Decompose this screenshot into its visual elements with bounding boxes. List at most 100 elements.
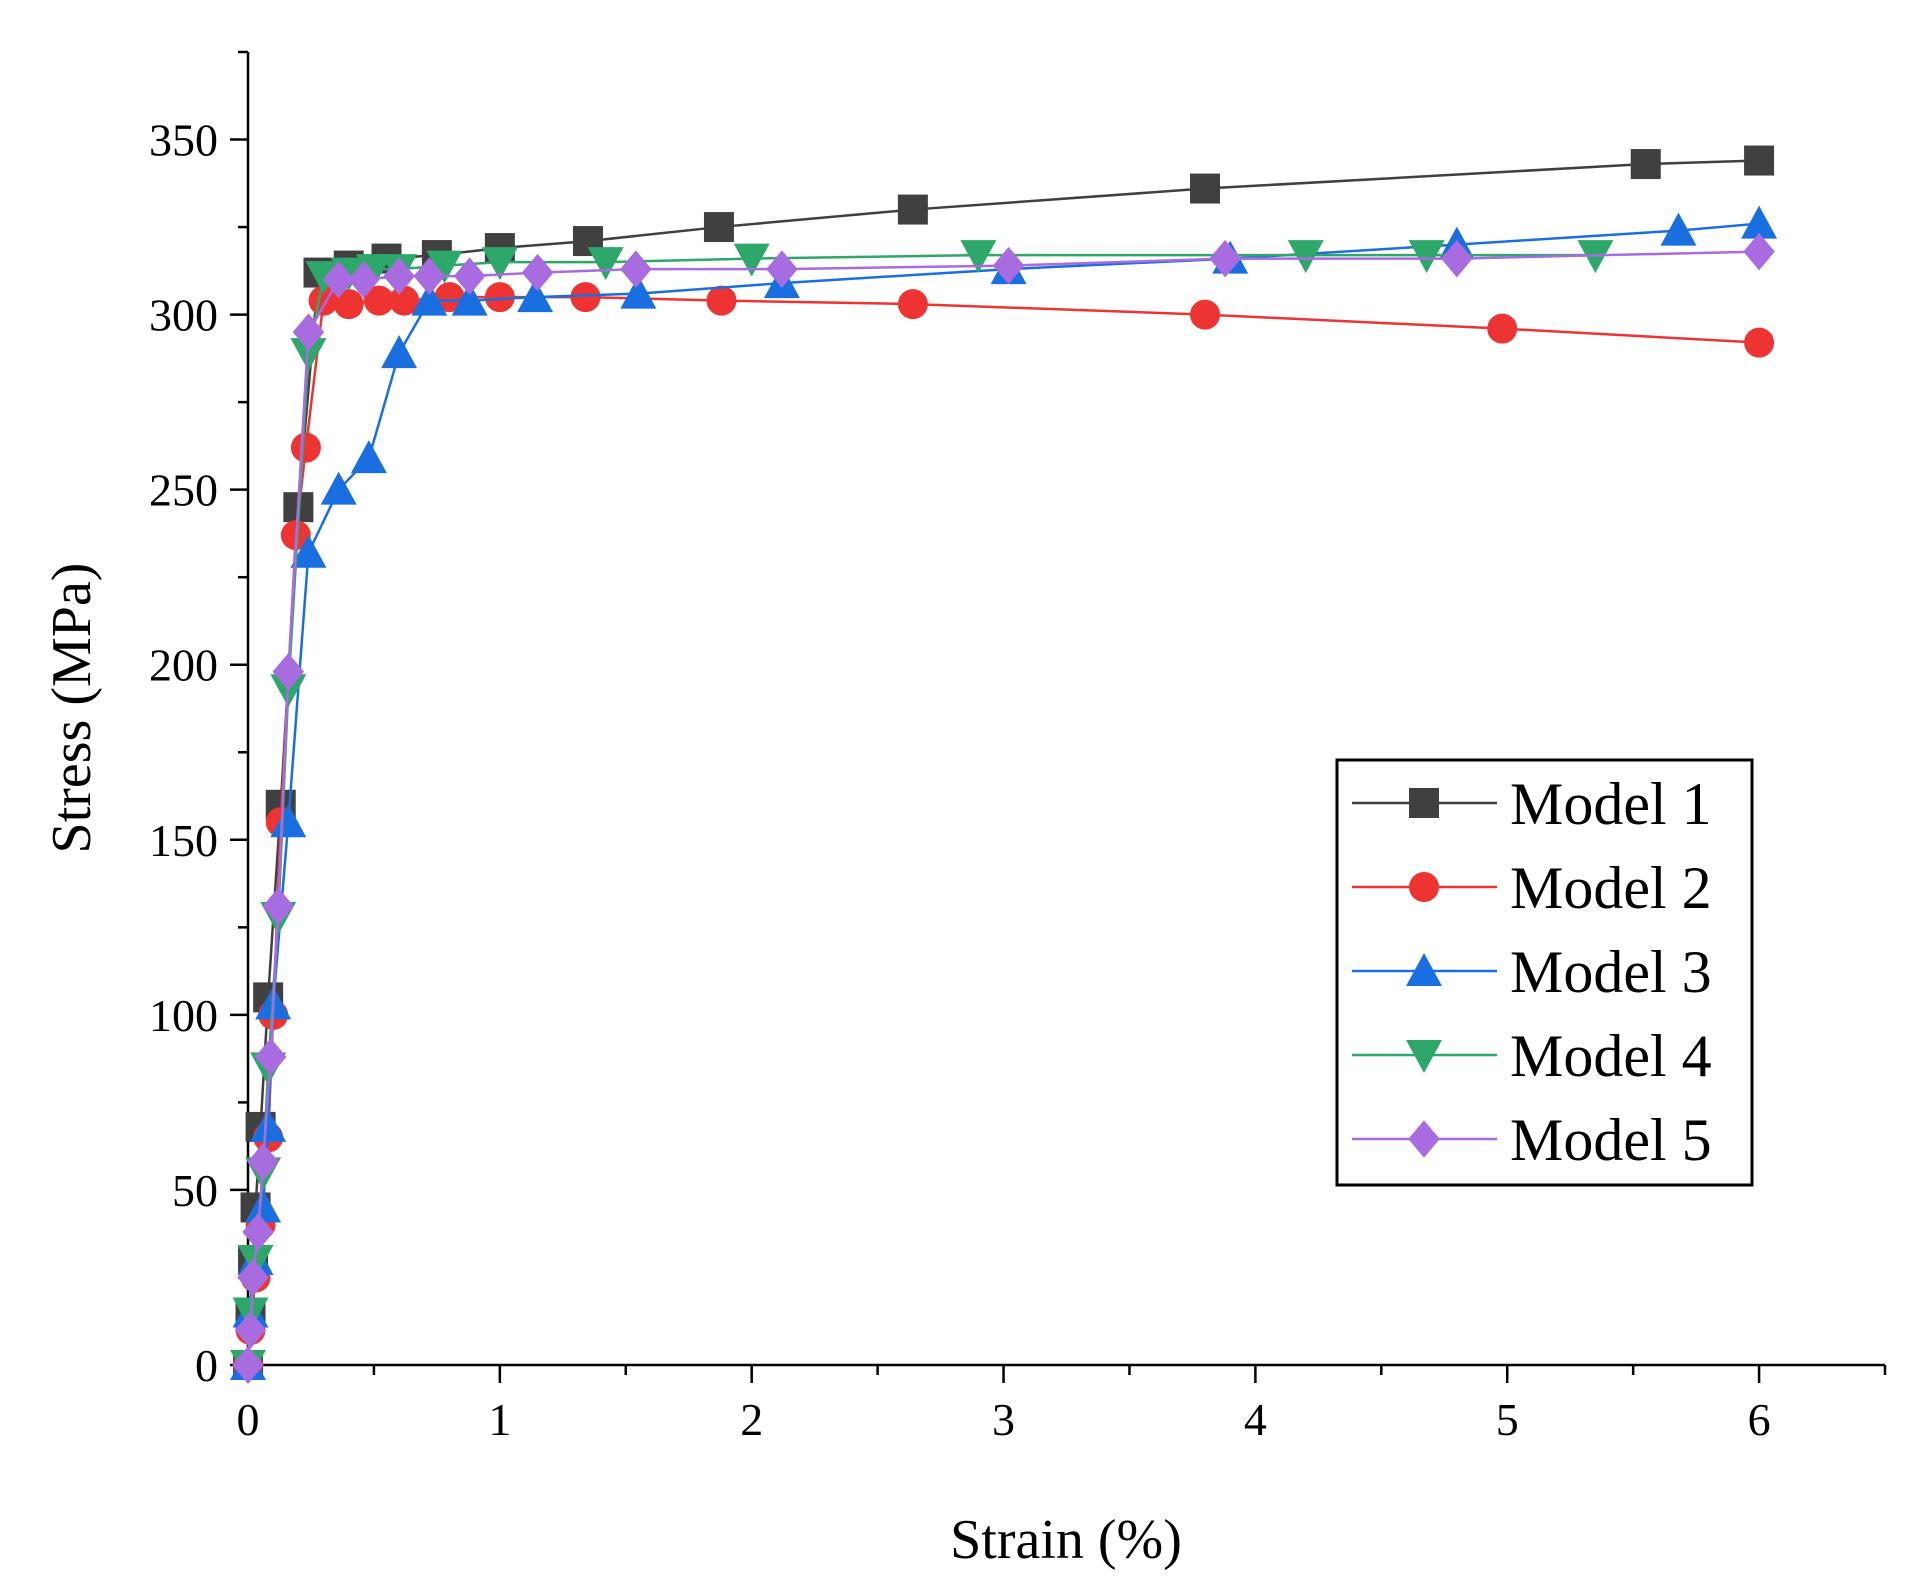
legend-marker (1409, 872, 1439, 902)
y-tick-label: 100 (149, 990, 218, 1041)
y-tick-label: 250 (149, 465, 218, 516)
data-point (1287, 240, 1324, 274)
legend-box (1335, 758, 1754, 1187)
data-point (333, 289, 364, 320)
y-tick-label: 350 (149, 115, 218, 166)
data-point (1190, 173, 1221, 204)
x-tick-label: 5 (1496, 1394, 1519, 1445)
data-point (254, 1038, 287, 1076)
x-axis-title: Strain (%) (950, 1509, 1182, 1571)
data-point (290, 338, 327, 372)
data-point (521, 253, 554, 292)
data-point (389, 285, 420, 316)
x-tick-label: 0 (237, 1394, 260, 1445)
data-point (292, 313, 325, 351)
data-point (1487, 313, 1518, 344)
legend-label: Model 3 (1510, 939, 1712, 1005)
legend-label: Model 5 (1510, 1107, 1712, 1173)
legend-item: Model 5 (1352, 1107, 1712, 1173)
y-tick-label: 300 (149, 290, 218, 341)
legend-label: Model 4 (1510, 1023, 1712, 1089)
data-point (411, 282, 448, 316)
legend-label: Model 1 (1510, 771, 1712, 837)
data-point (234, 1311, 267, 1349)
data-point (1408, 240, 1445, 274)
data-point (1743, 232, 1775, 271)
data-point (426, 250, 463, 284)
y-tick-label: 50 (172, 1165, 218, 1216)
data-point (620, 250, 652, 288)
data-point (451, 282, 488, 316)
data-point (897, 194, 928, 225)
y-ticks: 0 50 100 150 200 250 300 350 (149, 50, 248, 1391)
legend-marker (1406, 1040, 1442, 1073)
legend-items: Model 1 Model 2 Model 3 Model 4 Model 5 (1352, 771, 1712, 1173)
data-point (290, 534, 327, 568)
data-point (1744, 145, 1775, 176)
data-point (413, 257, 446, 295)
data-point (242, 1213, 274, 1251)
legend-item: Model 3 (1352, 939, 1712, 1005)
x-tick-label: 4 (1244, 1394, 1267, 1445)
legend-marker (1406, 953, 1442, 986)
data-point (383, 257, 415, 295)
data-point (237, 1258, 269, 1297)
data-point (1741, 205, 1778, 239)
data-point (587, 247, 624, 281)
x-tick-label: 2 (740, 1394, 763, 1445)
legend-marker (1409, 788, 1439, 818)
y-tick-label: 200 (149, 640, 218, 691)
data-point (250, 1108, 287, 1142)
data-point (733, 243, 770, 277)
data-point (620, 275, 657, 309)
data-point (290, 432, 321, 463)
data-point (960, 240, 997, 274)
data-point (897, 289, 928, 320)
legend-item: Model 1 (1352, 771, 1712, 837)
axes (246, 52, 1885, 1367)
legend-label: Model 2 (1510, 855, 1712, 921)
legend-item: Model 4 (1352, 1023, 1712, 1089)
data-point (434, 282, 465, 313)
data-point (766, 250, 798, 288)
series-5 (232, 232, 1775, 1384)
data-point (1441, 239, 1473, 278)
data-point (322, 260, 355, 299)
x-tick-label: 3 (992, 1394, 1015, 1445)
data-point (232, 1346, 264, 1384)
data-point (1209, 239, 1241, 278)
y-tick-label: 150 (149, 815, 218, 866)
data-point (481, 247, 518, 281)
data-point (706, 285, 737, 316)
legend: Model 1 Model 2 Model 3 Model 4 Model 5 (1335, 758, 1754, 1187)
data-point (270, 804, 307, 838)
x-tick-label: 6 (1748, 1394, 1771, 1445)
data-point (272, 652, 305, 691)
series-layer (230, 145, 1778, 1384)
x-tick-label: 1 (488, 1394, 511, 1445)
legend-marker (1408, 1120, 1440, 1158)
data-point (453, 257, 486, 295)
data-point (245, 1189, 282, 1223)
data-point (1660, 212, 1697, 246)
data-point (517, 279, 554, 313)
data-point (703, 212, 734, 243)
data-point (1630, 149, 1661, 180)
data-point (247, 1143, 279, 1181)
data-point (992, 246, 1025, 285)
data-point (350, 440, 387, 474)
data-point (570, 282, 601, 313)
x-ticks: 0 1 2 3 4 5 6 (237, 1365, 1887, 1445)
data-point (1190, 299, 1221, 330)
data-point (262, 887, 294, 926)
data-point (484, 282, 515, 313)
data-point (1744, 327, 1775, 358)
data-point (320, 471, 357, 505)
y-axis-title: Stress (MPa) (41, 563, 103, 854)
data-point (381, 335, 418, 369)
data-point (348, 260, 380, 299)
data-point (363, 285, 394, 316)
y-tick-label: 0 (195, 1340, 218, 1391)
legend-item: Model 2 (1352, 855, 1712, 921)
